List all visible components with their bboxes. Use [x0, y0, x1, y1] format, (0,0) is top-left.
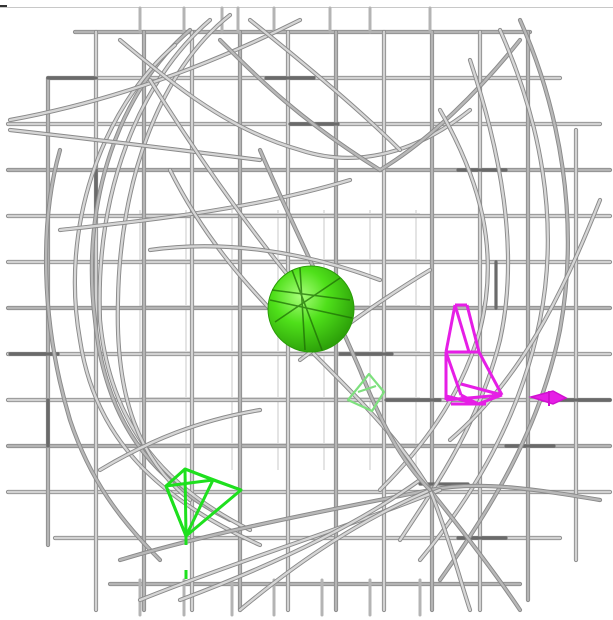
- wire-curve: [418, 28, 549, 562]
- wire-curve: [118, 484, 602, 562]
- wire-curve: [378, 108, 489, 492]
- magenta-camera-small-icon[interactable]: [528, 390, 568, 406]
- wire-curve: [448, 198, 602, 442]
- wire-curve-outline: [97, 17, 253, 533]
- wire-curve: [428, 488, 522, 612]
- wire-curve: [168, 168, 432, 492]
- wire-curve: [73, 43, 262, 547]
- green-camera-frustum-icon[interactable]: [164, 467, 243, 545]
- green-camera-small-icon[interactable]: [346, 372, 386, 413]
- wire-curve: [148, 245, 382, 282]
- wire-curve: [238, 488, 432, 612]
- wire-curve: [178, 478, 422, 602]
- target-sphere-icon[interactable]: [267, 265, 355, 353]
- wire-curve: [58, 178, 352, 232]
- wire-curve: [148, 78, 302, 292]
- wire-curve: [438, 18, 569, 582]
- wire-curve: [428, 488, 472, 612]
- wire-curve: [98, 408, 262, 472]
- wire-curve: [8, 128, 262, 162]
- wire-curve-outline: [57, 177, 353, 233]
- wire-curve-outline: [217, 37, 523, 173]
- wire-curve: [398, 58, 510, 542]
- viewport-top-border: [0, 7, 613, 8]
- wire-curve: [218, 38, 522, 172]
- wire-curve: [258, 148, 432, 492]
- wire-curve: [248, 18, 402, 152]
- wire-curves-layer: [7, 12, 603, 613]
- wire-curve: [98, 18, 252, 532]
- wire-curve: [44, 148, 162, 562]
- corner-tick-mark: [0, 5, 7, 7]
- magenta-camera-frustum-icon[interactable]: [444, 303, 504, 406]
